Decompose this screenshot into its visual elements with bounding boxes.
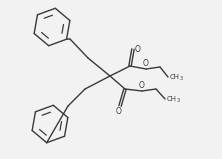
Text: 3: 3 <box>177 98 180 104</box>
Text: O: O <box>135 45 141 53</box>
Text: O: O <box>143 59 149 69</box>
Text: 3: 3 <box>180 76 183 82</box>
Text: O: O <box>139 82 145 90</box>
Text: O: O <box>116 107 122 115</box>
Text: CH: CH <box>170 74 180 80</box>
Text: CH: CH <box>167 96 177 102</box>
